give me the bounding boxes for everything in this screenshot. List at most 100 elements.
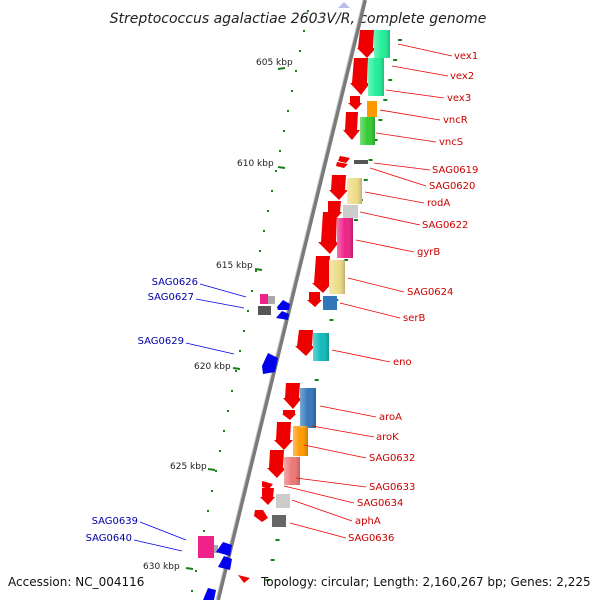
guide-dot — [259, 250, 261, 252]
cog-block-vncR — [367, 101, 377, 117]
forward-leader-lines — [283, 43, 453, 539]
guide-dot — [203, 530, 205, 532]
gene-label-SAG0634[interactable]: SAG0634 — [357, 498, 403, 509]
gene-arrow-SAG0626[interactable] — [277, 300, 290, 310]
kbp-tick-605 — [277, 67, 286, 70]
cog-block-aphA — [276, 494, 290, 508]
kbp-label-625: 625 kbp — [170, 462, 207, 472]
kbp-tick-630 — [185, 567, 194, 570]
gene-arrow-SAG0620[interactable] — [336, 162, 348, 168]
gene-label-eno[interactable]: eno — [393, 357, 412, 368]
gene-arrow-vex1[interactable] — [357, 30, 376, 58]
gene-arrow-SAG0634[interactable] — [262, 481, 273, 489]
guide-dot — [307, 10, 309, 12]
guide-dot — [279, 150, 281, 152]
gene-label-SAG0624[interactable]: SAG0624 — [407, 287, 453, 298]
gene-label-serB[interactable]: serB — [403, 313, 425, 324]
gene-label-SAG0633[interactable]: SAG0633 — [369, 482, 415, 493]
cog-block-SAG0636 — [272, 515, 286, 527]
guide-dot — [291, 90, 293, 92]
kbp-label-605: 605 kbp — [256, 58, 293, 68]
gene-arrow-SAG0632[interactable] — [274, 422, 293, 450]
cog-block-SAG0622 — [343, 205, 358, 218]
gene-label-vex1[interactable]: vex1 — [454, 51, 478, 62]
cog-block-SAG0619 — [354, 160, 368, 164]
gene-arrow-rodA[interactable] — [329, 175, 348, 200]
guide-dot — [215, 470, 217, 472]
guide-dot — [223, 430, 225, 432]
gene-label-SAG0640[interactable]: SAG0640 — [86, 533, 132, 544]
gene-label-SAG0629[interactable]: SAG0629 — [138, 336, 184, 347]
gene-arrow-serB[interactable] — [307, 292, 322, 307]
accession-text: Accession: NC_004116 — [8, 575, 144, 589]
guide-dot — [211, 490, 213, 492]
gene-label-rodA[interactable]: rodA — [427, 198, 450, 209]
reverse-gene-labels: SAG0626 SAG0627 SAG0629 SAG0639 SAG0640 — [86, 277, 198, 544]
kbp-tick-620 — [232, 367, 241, 370]
topology-text: Topology: circular; Length: 2,160,267 bp… — [260, 575, 591, 589]
gene-label-SAG0639[interactable]: SAG0639 — [92, 516, 138, 527]
gene-arrow-SAG0640[interactable] — [218, 556, 232, 570]
gene-arrow-offscreen[interactable] — [238, 575, 250, 583]
genome-backbone-highlight — [215, 0, 364, 600]
cog-block-SAG0626b — [268, 296, 275, 304]
gene-arrow-vex3[interactable] — [348, 96, 362, 110]
forward-strand-genes — [238, 30, 376, 583]
gene-label-vncS[interactable]: vncS — [439, 137, 463, 148]
guide-dot — [207, 510, 209, 512]
gene-arrow-SAG0629[interactable] — [262, 353, 278, 374]
gene-label-SAG0636[interactable]: SAG0636 — [348, 533, 394, 544]
gene-arrow-vex2[interactable] — [350, 58, 370, 95]
gene-arrow-SAG0636[interactable] — [254, 510, 268, 522]
gene-arrow-SAG0639[interactable] — [216, 542, 232, 556]
gene-label-SAG0627[interactable]: SAG0627 — [148, 292, 194, 303]
gene-arrow-aroK[interactable] — [282, 410, 296, 420]
gene-arrow-aphA[interactable] — [260, 488, 275, 505]
guide-dot — [275, 170, 277, 172]
gene-arrow-gyrB[interactable] — [318, 212, 339, 254]
gene-arrow-SAG0633[interactable] — [267, 450, 286, 478]
cog-block-SAG0626 — [260, 294, 268, 304]
guide-dot — [219, 450, 221, 452]
gene-label-gyrB[interactable]: gyrB — [417, 247, 440, 258]
guide-dot — [231, 390, 233, 392]
gene-label-vncR[interactable]: vncR — [443, 115, 468, 126]
gene-arrow-offscreen-rev[interactable] — [203, 588, 216, 600]
gene-arrow-vncR[interactable] — [343, 112, 360, 140]
cog-block-SAG0639b — [214, 545, 218, 553]
gene-label-vex3[interactable]: vex3 — [447, 93, 471, 104]
gene-label-aphA[interactable]: aphA — [355, 516, 381, 527]
kbp-scale: 605 kbp 610 kbp 615 kbp 620 kbp 625 kbp … — [143, 58, 293, 572]
guide-dot — [227, 410, 229, 412]
guide-dot — [295, 70, 297, 72]
genome-backbone — [216, 0, 367, 600]
gene-arrow-SAG0619[interactable] — [338, 156, 350, 163]
gene-label-SAG0619[interactable]: SAG0619 — [432, 165, 478, 176]
kbp-label-620: 620 kbp — [194, 362, 231, 372]
kbp-tick-615 — [254, 268, 263, 271]
gene-label-vex2[interactable]: vex2 — [450, 71, 474, 82]
gene-arrow-eno[interactable] — [295, 330, 315, 356]
gene-label-SAG0620[interactable]: SAG0620 — [429, 181, 475, 192]
guide-dot — [267, 210, 269, 212]
kbp-tick-625 — [207, 468, 216, 471]
reverse-leader-lines — [133, 283, 247, 552]
guide-dot — [287, 110, 289, 112]
gene-arrow-aroA[interactable] — [283, 383, 302, 409]
gene-label-aroK[interactable]: aroK — [376, 432, 399, 443]
reverse-strand-genes — [198, 294, 290, 600]
guide-dot — [255, 270, 257, 272]
guide-dot — [271, 190, 273, 192]
gene-label-SAG0622[interactable]: SAG0622 — [422, 220, 468, 231]
guide-dot — [195, 570, 197, 572]
cog-block-SAG0639 — [198, 536, 214, 558]
gene-label-aroA[interactable]: aroA — [379, 412, 402, 423]
gene-arrow-SAG0624[interactable] — [312, 256, 332, 293]
kbp-tick-610 — [277, 166, 286, 169]
gene-label-SAG0626[interactable]: SAG0626 — [152, 277, 198, 288]
gene-arrow-SAG0627[interactable] — [276, 311, 289, 320]
gene-label-SAG0632[interactable]: SAG0632 — [369, 453, 415, 464]
guide-dot — [303, 30, 305, 32]
